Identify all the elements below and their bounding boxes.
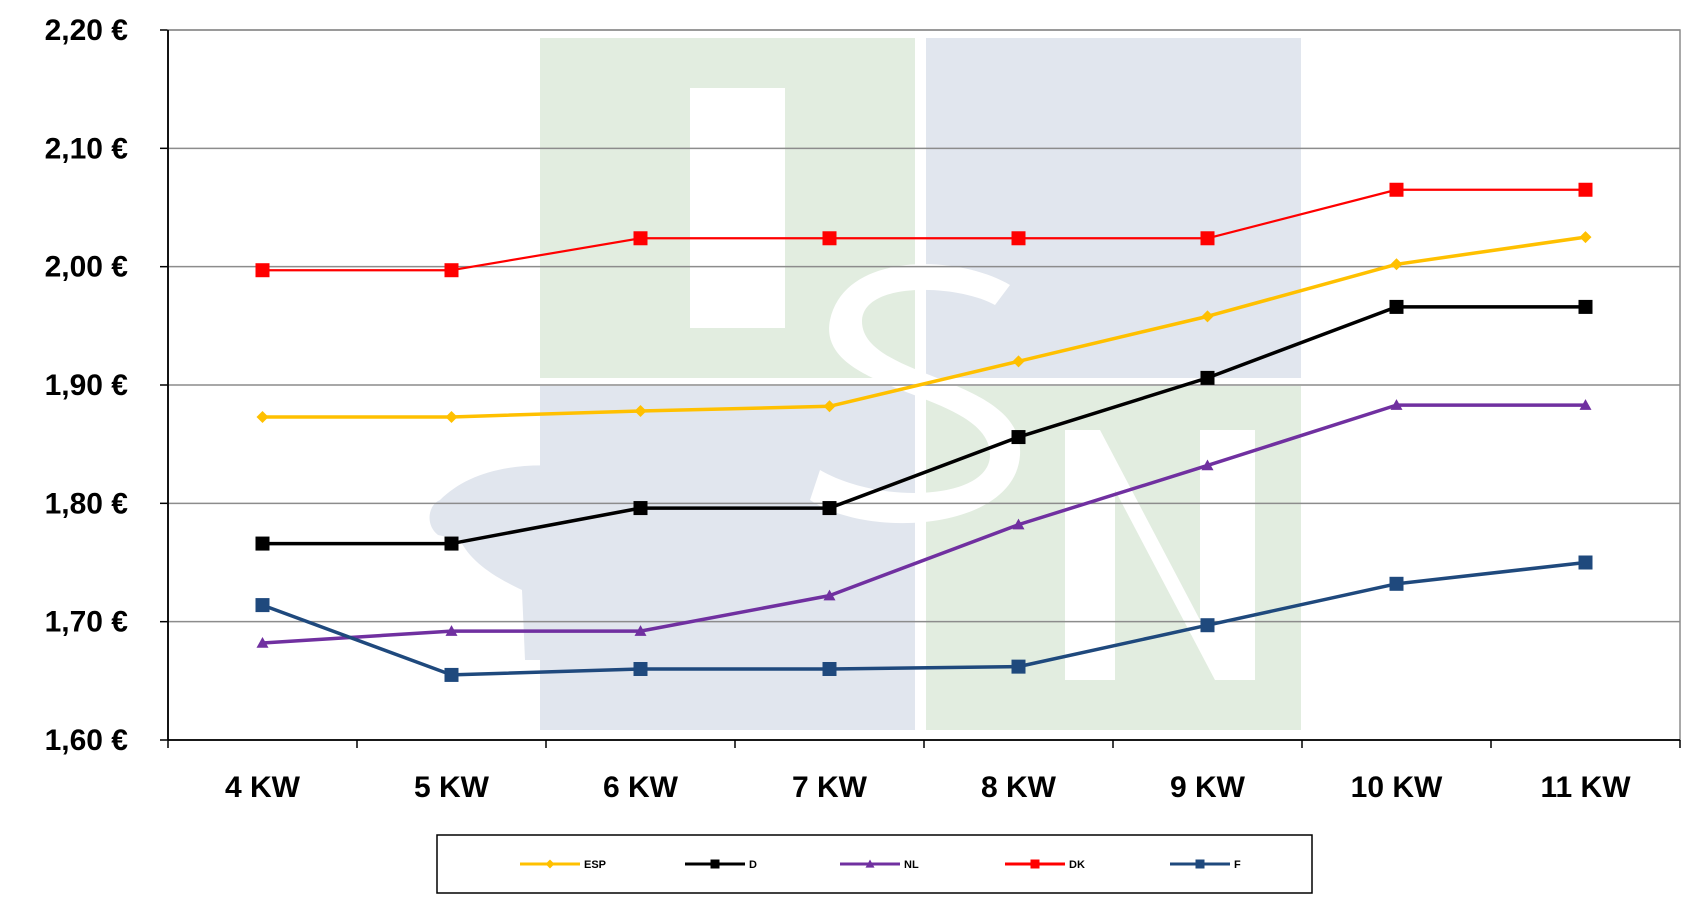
series-esp [256,231,1592,423]
y-tick-label: 1,60 € [45,724,129,757]
axes [160,29,1681,748]
data-point-dk [1389,182,1404,197]
legend-marker [865,859,875,868]
isn-watermark-logo [429,38,1301,730]
y-tick-label: 1,70 € [45,606,129,639]
legend-label: NL [904,859,919,871]
legend-item-f: F [1170,859,1241,871]
y-tick-label: 2,00 € [45,251,129,284]
legend-marker [545,859,555,869]
x-tick-label: 7 KW [792,771,868,804]
series-line-f [261,560,1586,677]
data-point-f [1011,659,1026,674]
x-tick-label: 9 KW [1170,771,1246,804]
data-point-nl [445,625,458,636]
x-tick-label: 11 KW [1540,771,1631,804]
data-point-d [444,536,459,551]
data-point-f [1200,618,1215,633]
legend-marker [710,859,720,869]
data-point-d [822,501,837,516]
data-point-dk [255,263,270,278]
data-point-d [255,536,270,551]
series-dk [255,182,1593,278]
x-tick-label: 5 KW [414,771,490,804]
data-point-dk [822,231,837,246]
data-point-f [1389,576,1404,591]
data-point-f [822,662,837,676]
legend-marker [1195,859,1205,869]
legend-label: ESP [584,859,606,871]
data-point-d [633,501,648,516]
legend-marker [1030,859,1040,869]
data-point-esp [823,400,836,413]
series-nl [256,399,1592,648]
legend-item-dk: DK [1005,859,1085,871]
data-point-d [1578,299,1593,314]
legend-item-d: D [685,859,757,871]
data-point-dk [1578,182,1593,197]
y-tick-label: 1,90 € [45,369,129,402]
y-tick-label: 1,80 € [45,487,129,520]
data-point-esp [634,405,647,418]
data-point-nl [823,589,836,601]
legend-item-nl: NL [840,859,919,871]
legend-label: F [1234,859,1241,871]
x-axis-tick-labels: 4 KW 5 KW 6 KW 7 KW 8 KW 9 KW 10 KW 11 KW [225,771,1631,804]
data-point-esp [1579,231,1592,244]
data-point-f [633,662,648,676]
data-point-f [255,598,270,613]
data-point-d [1200,370,1215,385]
data-point-d [1011,430,1026,445]
gridlines [168,29,1680,623]
series-d [255,299,1593,551]
data-series [255,182,1593,682]
legend-label: DK [1069,859,1085,871]
data-point-esp [445,410,458,423]
data-point-dk [1200,231,1215,246]
data-point-nl [1579,399,1592,410]
data-point-esp [256,410,269,423]
series-line-dk [262,188,1586,272]
x-tick-label: 10 KW [1351,771,1443,804]
data-point-esp [1201,310,1214,323]
y-axis-tick-labels: 1,60 € 1,70 € 1,80 € 1,90 € 2,00 € 2,10 € 2,20… [45,14,129,757]
y-tick-label: 2,20 € [45,14,129,47]
x-tick-label: 8 KW [981,771,1057,804]
series-line-nl [262,403,1586,645]
data-point-dk [1011,231,1026,246]
data-point-nl [1012,518,1025,530]
series-line-d [262,305,1586,546]
data-point-esp [1012,355,1025,368]
data-point-dk [444,263,459,278]
y-tick-label: 2,10 € [45,132,129,165]
data-point-nl [1201,459,1214,471]
legend-label: D [749,859,757,871]
data-point-dk [633,231,648,246]
data-point-f [1578,555,1593,570]
data-point-nl [1390,399,1403,410]
data-point-f [444,667,459,682]
series-line-esp [262,235,1586,419]
data-point-nl [256,636,269,648]
data-point-d [1389,299,1404,314]
legend-item-esp: ESP [520,859,606,871]
series-f [255,555,1593,682]
data-point-esp [1390,258,1403,271]
x-tick-label: 4 KW [225,771,301,804]
data-point-nl [634,625,647,636]
legend: ESP D NL DK F [436,834,1313,894]
x-tick-label: 6 KW [603,771,679,804]
